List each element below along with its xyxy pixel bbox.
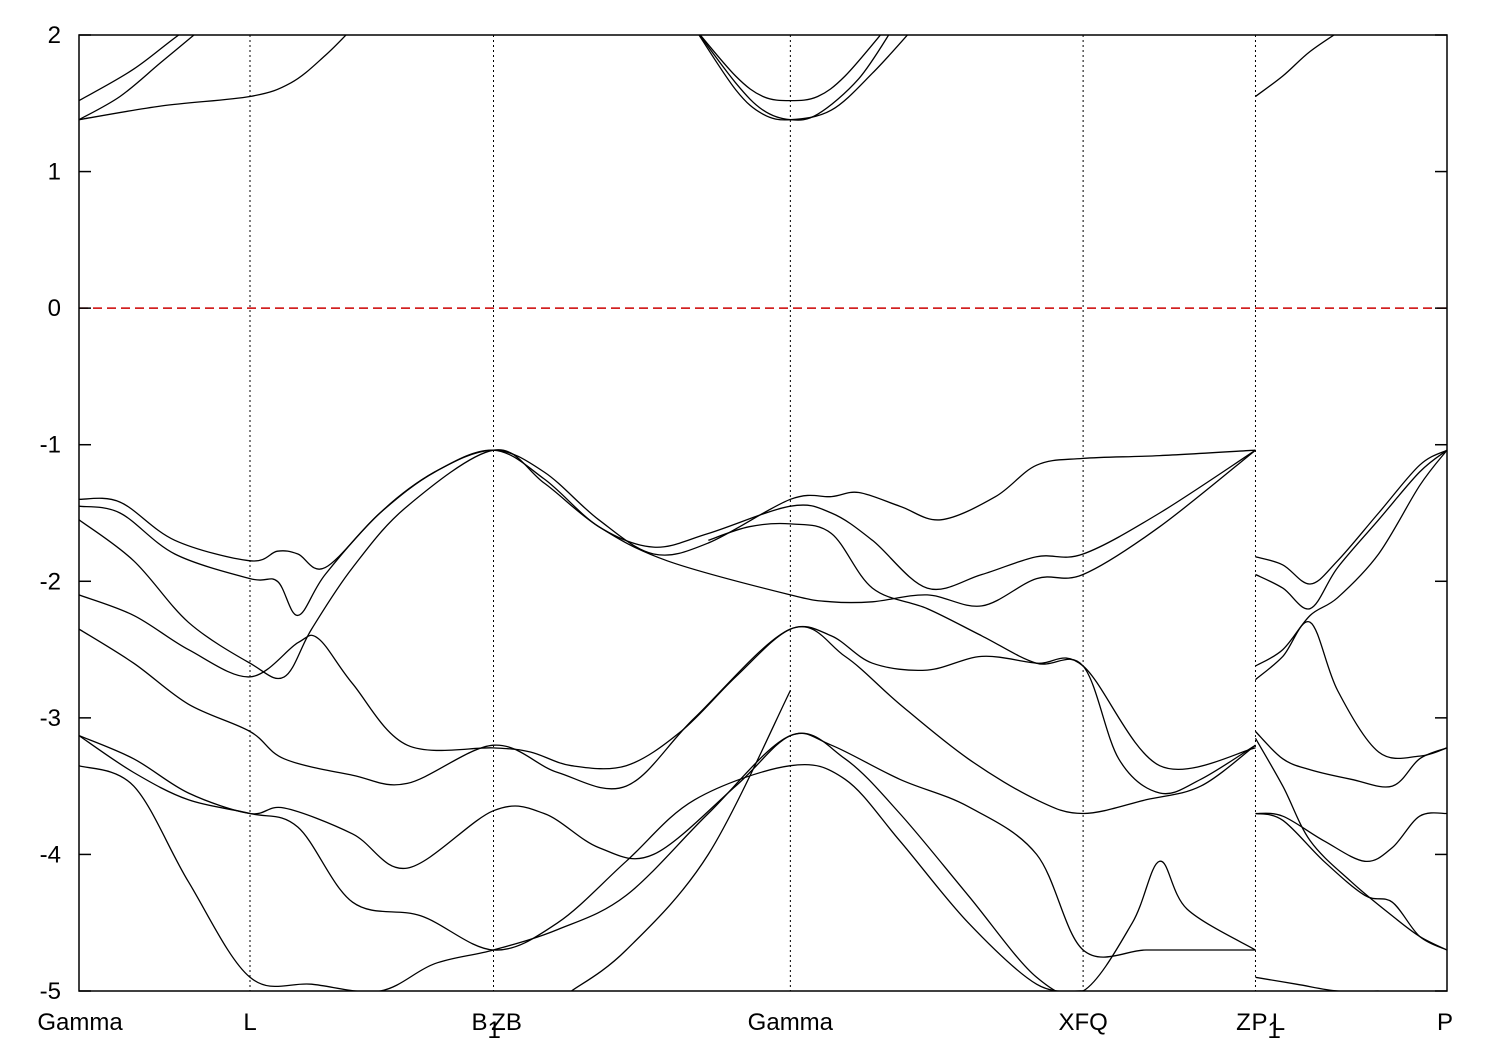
plot-frame (78, 34, 1448, 992)
y-tick-label: -2 (40, 568, 61, 595)
band-line-1 (79, 35, 195, 121)
band-line-10 (79, 594, 1256, 771)
band-lines (79, 35, 1447, 991)
band-line-25 (1255, 976, 1379, 991)
band-line-17 (1255, 449, 1447, 610)
x-tick-label: P (1437, 1009, 1453, 1036)
band-line-19 (1255, 449, 1447, 667)
y-tick-label: 0 (48, 295, 61, 322)
y-axis: -5 -4 -3 -2 -1 0 1 2 (40, 22, 1447, 1005)
band-line-15 (571, 690, 791, 991)
y-tick-label: 1 (48, 159, 61, 186)
x-tick-label: ZB (491, 1009, 522, 1036)
x-tick-label: XFQ (1058, 1009, 1107, 1036)
band-line-3 (699, 35, 882, 102)
x-tick-label: Gamma (37, 1009, 123, 1036)
band-line-2 (79, 35, 347, 121)
band-line-5 (698, 35, 909, 121)
x-tick-label: L (243, 1009, 256, 1036)
y-tick-label: 2 (48, 22, 61, 49)
x-axis: Gamma L B 1ZB Gamma XFQ Z P 1L P (37, 1009, 1453, 1044)
band-line-7 (79, 449, 1256, 570)
x-tick-label-subscript: 1 (488, 1017, 501, 1044)
band-line-11 (79, 626, 1256, 815)
x-tick-label: B (471, 1009, 487, 1036)
band-line-22 (1255, 812, 1447, 862)
band-line-21 (1255, 731, 1447, 788)
x-tick-label: Z (1236, 1009, 1251, 1036)
band-line-13 (79, 732, 1256, 991)
band-line-12 (79, 732, 1256, 958)
band-line-9 (79, 449, 1256, 680)
x-tick-label: L (1272, 1009, 1285, 1036)
band-line-6 (1255, 35, 1336, 98)
band-line-0 (79, 35, 180, 102)
y-tick-label: -1 (40, 432, 61, 459)
y-tick-label: -5 (40, 978, 61, 1005)
band-line-8 (79, 449, 1256, 617)
band-line-18 (1255, 449, 1447, 585)
band-line-14 (79, 735, 1084, 991)
band-line-20 (1255, 621, 1447, 760)
kpoint-gridlines (249, 35, 1256, 991)
y-tick-label: -3 (40, 705, 61, 732)
band-line-16 (708, 522, 1256, 795)
x-tick-label-subscript: 1 (1267, 1017, 1280, 1044)
x-tick-label: Gamma (748, 1009, 834, 1036)
x-tick-label: P (1251, 1009, 1267, 1036)
y-tick-label: -4 (40, 841, 61, 868)
band-line-24 (1254, 737, 1447, 951)
